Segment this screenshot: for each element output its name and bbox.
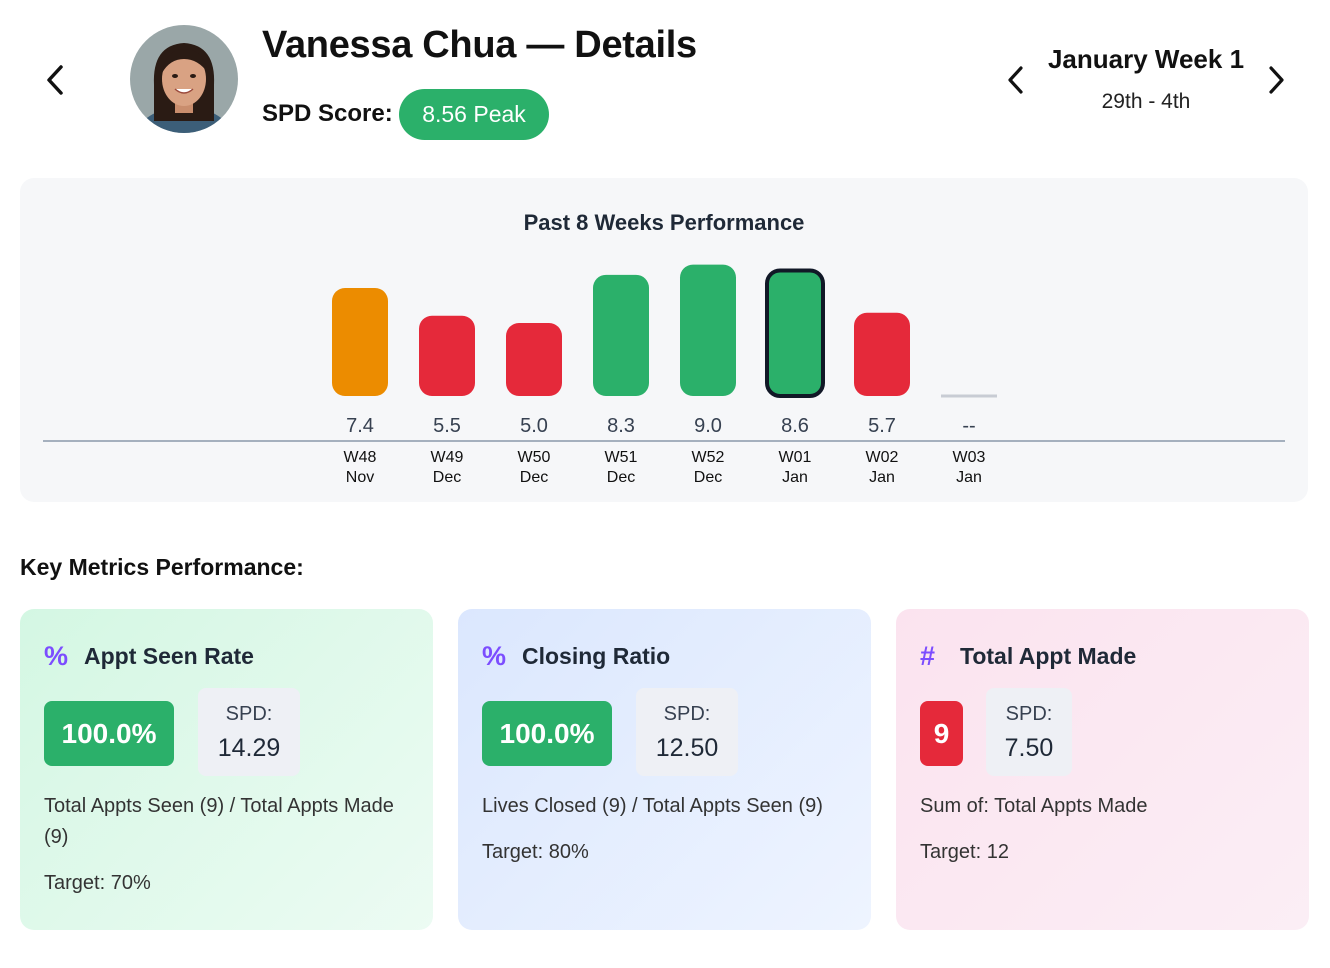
next-week-button[interactable] [1256,58,1296,102]
chevron-left-icon [1008,66,1023,94]
spd-label: SPD: [1005,703,1053,725]
metric-target: Target: 80% [482,841,589,863]
chart-title: Past 8 Weeks Performance [523,210,805,235]
month-tick-label: Nov [346,469,374,486]
metric-card-appt-seen-rate[interactable]: % Appt Seen Rate 100.0% SPD: 14.29 Total… [20,609,433,930]
spd-score-label: SPD Score: [262,100,393,127]
metric-value-badge: 9 [920,701,963,766]
week-tick-label: W01 [779,449,812,466]
bar-value-label: 8.3 [607,415,635,437]
back-button[interactable] [36,58,76,102]
metric-card-total-appt-made[interactable]: # Total Appt Made 9 SPD: 7.50 Sum of: To… [896,609,1309,930]
metric-label: Total Appt Made [960,643,1137,669]
metric-target: Target: 12 [920,841,1009,863]
spd-score-badge: 8.56 Peak [399,89,549,140]
performance-bar-chart: 7.4 W48 Nov 5.5 W49 Dec 5.0 W50 Dec 8.3 W51 Dec 9.0 W… [43,264,1285,486]
bar-w01[interactable] [765,268,825,398]
key-metrics-heading: Key Metrics Performance: [20,554,304,580]
metric-description: Total Appts Seen (9) / Total Appts Made … [44,795,394,848]
spd-value: 12.50 [655,734,719,762]
hash-icon: # [920,641,936,671]
spd-label: SPD: [663,703,711,725]
performance-chart-card: Past 8 Weeks Performance 7.4 W48 Nov 5.5 W49… [20,178,1308,502]
avatar [130,25,238,133]
chevron-left-icon [47,65,63,95]
month-tick-label: Dec [433,469,461,486]
week-tick-label: W03 [953,449,986,466]
metric-spd-box: SPD: 14.29 [198,688,300,776]
bar-w51[interactable] [593,274,649,396]
bar-value-label: -- [962,415,975,437]
bar-value-label: 5.7 [868,415,896,437]
month-tick-label: Dec [694,469,722,486]
bar-value-label: 7.4 [346,415,374,437]
month-tick-label: Dec [607,469,635,486]
bar-value-label: 5.0 [520,415,548,437]
bar-w50[interactable] [506,323,562,396]
metric-target: Target: 70% [44,872,151,894]
metric-value-badge: 100.0% [482,701,612,766]
metric-spd-box: SPD: 12.50 [636,688,738,776]
bar-w02[interactable] [854,312,910,396]
month-tick-label: Jan [869,469,895,486]
metric-spd-box: SPD: 7.50 [986,688,1072,776]
percent-icon: % [482,641,507,671]
week-tick-label: W51 [605,449,638,466]
week-tick-label: W50 [518,449,551,466]
metric-description: Lives Closed (9) / Total Appts Seen (9) [482,795,823,817]
bar-w52[interactable] [680,264,736,396]
spd-label: SPD: [225,703,273,725]
bar-value-label: 8.6 [781,415,809,437]
bar-w49[interactable] [419,315,475,396]
metric-value-badge: 100.0% [44,701,174,766]
spd-value: 14.29 [217,734,281,762]
week-tick-label: W52 [692,449,725,466]
week-date-range: 29th - 4th [1101,90,1191,113]
metric-card-closing-ratio[interactable]: % Closing Ratio 100.0% SPD: 12.50 Lives … [458,609,871,930]
week-tick-label: W48 [344,449,377,466]
bar-value-label: 9.0 [694,415,722,437]
week-title: January Week 1 [1047,44,1245,74]
chevron-right-icon [1269,66,1284,94]
bar-w48[interactable] [332,287,388,396]
metric-label: Appt Seen Rate [84,643,254,669]
month-tick-label: Jan [956,469,982,486]
page-title: Vanessa Chua — Details [262,24,697,66]
metric-label: Closing Ratio [522,643,671,669]
previous-week-button[interactable] [996,58,1036,102]
week-tick-label: W02 [866,449,899,466]
week-tick-label: W49 [431,449,464,466]
metric-description: Sum of: Total Appts Made [920,795,1148,817]
month-tick-label: Dec [520,469,548,486]
month-tick-label: Jan [782,469,808,486]
percent-icon: % [44,641,69,671]
bar-value-label: 5.5 [433,415,461,437]
spd-value: 7.50 [1004,734,1054,762]
